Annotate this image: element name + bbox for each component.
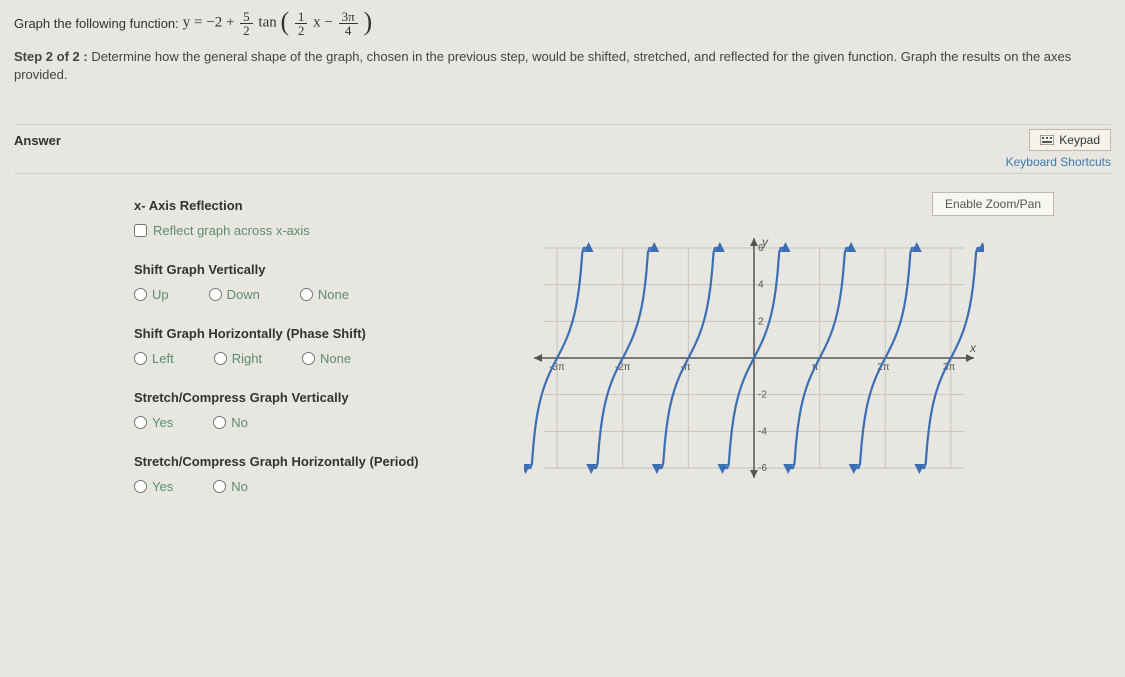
transform-controls: x- Axis Reflection Reflect graph across …	[134, 198, 494, 518]
vshift-down[interactable]: Down	[209, 287, 260, 302]
vstretch-no[interactable]: No	[213, 415, 248, 430]
vshift-none[interactable]: None	[300, 287, 349, 302]
answer-heading: Answer	[14, 129, 61, 148]
svg-text:y: y	[761, 235, 769, 249]
vstretch-yes[interactable]: Yes	[134, 415, 173, 430]
prompt-text: Graph the following function:	[14, 16, 179, 31]
hstretch-title: Stretch/Compress Graph Horizontally (Per…	[134, 454, 494, 469]
keypad-button[interactable]: Keypad	[1029, 129, 1111, 151]
hshift-none[interactable]: None	[302, 351, 351, 366]
question-prompt: Graph the following function: y = −2 + 5…	[14, 8, 1111, 38]
reflect-checkbox-row[interactable]: Reflect graph across x-axis	[134, 223, 494, 238]
vshift-up[interactable]: Up	[134, 287, 169, 302]
reflection-title: x- Axis Reflection	[134, 198, 494, 213]
keypad-icon	[1040, 135, 1054, 145]
tangent-graph[interactable]: -6-4-2246-3π-2π-ππ2π3πyx	[524, 228, 984, 488]
svg-text:x: x	[969, 341, 977, 355]
reflect-label: Reflect graph across x-axis	[153, 223, 310, 238]
step-instructions: Step 2 of 2 : Determine how the general …	[14, 48, 1111, 84]
svg-text:-6: -6	[758, 463, 767, 474]
svg-text:-2: -2	[758, 390, 767, 401]
zoom-pan-button[interactable]: Enable Zoom/Pan	[932, 192, 1054, 216]
keyboard-shortcuts-link[interactable]: Keyboard Shortcuts	[1006, 155, 1111, 169]
svg-text:2: 2	[758, 317, 764, 328]
function-expression: y = −2 + 52 tan ( 12 x − 3π4 )	[183, 8, 372, 38]
hshift-right[interactable]: Right	[214, 351, 262, 366]
svg-text:4: 4	[758, 280, 764, 291]
hstretch-yes[interactable]: Yes	[134, 479, 173, 494]
hstretch-no[interactable]: No	[213, 479, 248, 494]
svg-text:-4: -4	[758, 427, 767, 438]
hshift-left[interactable]: Left	[134, 351, 174, 366]
hshift-title: Shift Graph Horizontally (Phase Shift)	[134, 326, 494, 341]
reflect-checkbox[interactable]	[134, 224, 147, 237]
vshift-title: Shift Graph Vertically	[134, 262, 494, 277]
vstretch-title: Stretch/Compress Graph Vertically	[134, 390, 494, 405]
graph-panel: Enable Zoom/Pan -6-4-2246-3π-2π-ππ2π3πyx	[524, 198, 1064, 518]
